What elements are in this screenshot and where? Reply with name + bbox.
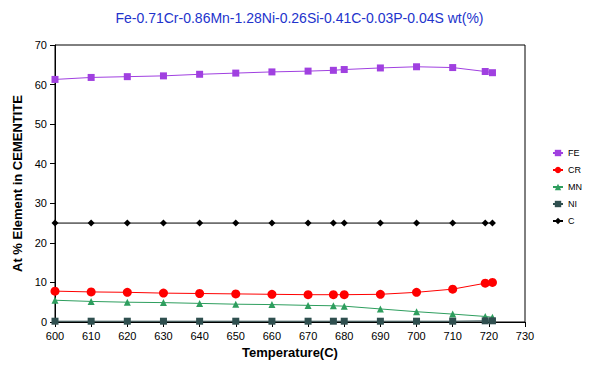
svg-text:0: 0 bbox=[41, 316, 47, 328]
svg-text:700: 700 bbox=[407, 330, 425, 342]
svg-text:At % Element in CEMENTITE: At % Element in CEMENTITE bbox=[10, 95, 25, 272]
svg-text:660: 660 bbox=[263, 330, 281, 342]
svg-text:Temperature(C): Temperature(C) bbox=[242, 345, 338, 360]
svg-text:710: 710 bbox=[444, 330, 462, 342]
svg-text:20: 20 bbox=[35, 237, 47, 249]
svg-text:40: 40 bbox=[35, 158, 47, 170]
svg-text:60: 60 bbox=[35, 79, 47, 91]
svg-text:690: 690 bbox=[371, 330, 389, 342]
svg-text:610: 610 bbox=[82, 330, 100, 342]
svg-text:600: 600 bbox=[46, 330, 64, 342]
svg-text:MN: MN bbox=[568, 182, 582, 192]
svg-text:70: 70 bbox=[35, 39, 47, 51]
svg-text:Fe-0.71Cr-0.86Mn-1.28Ni-0.26Si: Fe-0.71Cr-0.86Mn-1.28Ni-0.26Si-0.41C-0.0… bbox=[115, 10, 483, 26]
svg-text:640: 640 bbox=[190, 330, 208, 342]
svg-text:FE: FE bbox=[568, 148, 580, 158]
svg-text:620: 620 bbox=[118, 330, 136, 342]
svg-text:NI: NI bbox=[568, 199, 577, 209]
svg-text:680: 680 bbox=[335, 330, 353, 342]
svg-text:650: 650 bbox=[227, 330, 245, 342]
svg-text:10: 10 bbox=[35, 276, 47, 288]
svg-text:720: 720 bbox=[480, 330, 498, 342]
svg-text:C: C bbox=[568, 216, 575, 226]
svg-text:670: 670 bbox=[299, 330, 317, 342]
svg-text:50: 50 bbox=[35, 118, 47, 130]
svg-text:30: 30 bbox=[35, 197, 47, 209]
svg-text:630: 630 bbox=[154, 330, 172, 342]
svg-text:CR: CR bbox=[568, 165, 581, 175]
svg-text:730: 730 bbox=[516, 330, 534, 342]
